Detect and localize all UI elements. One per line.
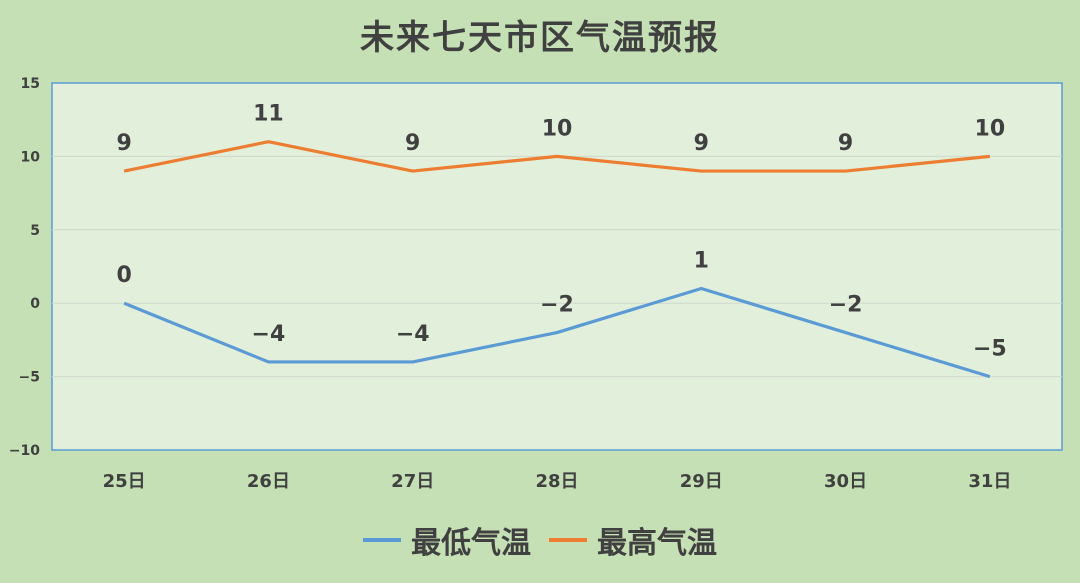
x-tick-label: 25日 bbox=[103, 471, 146, 492]
y-tick-label: 0 bbox=[30, 296, 40, 312]
x-tick-label: 28日 bbox=[535, 471, 578, 492]
x-tick-label: 27日 bbox=[391, 471, 434, 492]
x-tick-label: 29日 bbox=[680, 471, 723, 492]
y-tick-label: 5 bbox=[30, 223, 40, 239]
data-label: 0 bbox=[116, 263, 131, 288]
y-tick-label: −10 bbox=[9, 443, 40, 459]
y-tick-label: 15 bbox=[21, 76, 40, 92]
legend: 最低气温 最高气温 bbox=[0, 518, 1080, 562]
legend-label: 最低气温 bbox=[411, 526, 531, 561]
y-tick-label: −5 bbox=[19, 370, 40, 386]
plot-area bbox=[51, 82, 1063, 451]
data-label: −4 bbox=[252, 322, 286, 347]
data-label: −2 bbox=[540, 293, 574, 318]
data-label: 9 bbox=[838, 131, 853, 156]
data-label: −5 bbox=[973, 337, 1007, 362]
data-label: 9 bbox=[694, 131, 709, 156]
data-label: 9 bbox=[405, 131, 420, 156]
x-tick-label: 26日 bbox=[247, 471, 290, 492]
data-label: 11 bbox=[253, 102, 284, 127]
data-label: 10 bbox=[975, 116, 1006, 141]
data-label: −2 bbox=[829, 293, 863, 318]
legend-item: 最低气温 bbox=[363, 518, 531, 562]
legend-label: 最高气温 bbox=[597, 526, 717, 561]
chart-title: 未来七天市区气温预报 bbox=[360, 18, 720, 58]
data-label: 1 bbox=[694, 249, 709, 274]
legend-item: 最高气温 bbox=[549, 518, 717, 562]
legend-swatch bbox=[549, 538, 587, 542]
legend-swatch bbox=[363, 538, 401, 542]
data-label: −4 bbox=[396, 322, 430, 347]
data-label: 9 bbox=[116, 131, 131, 156]
x-tick-label: 30日 bbox=[824, 471, 867, 492]
x-tick-label: 31日 bbox=[968, 471, 1011, 492]
data-label: 10 bbox=[542, 116, 573, 141]
y-tick-label: 10 bbox=[21, 149, 41, 165]
